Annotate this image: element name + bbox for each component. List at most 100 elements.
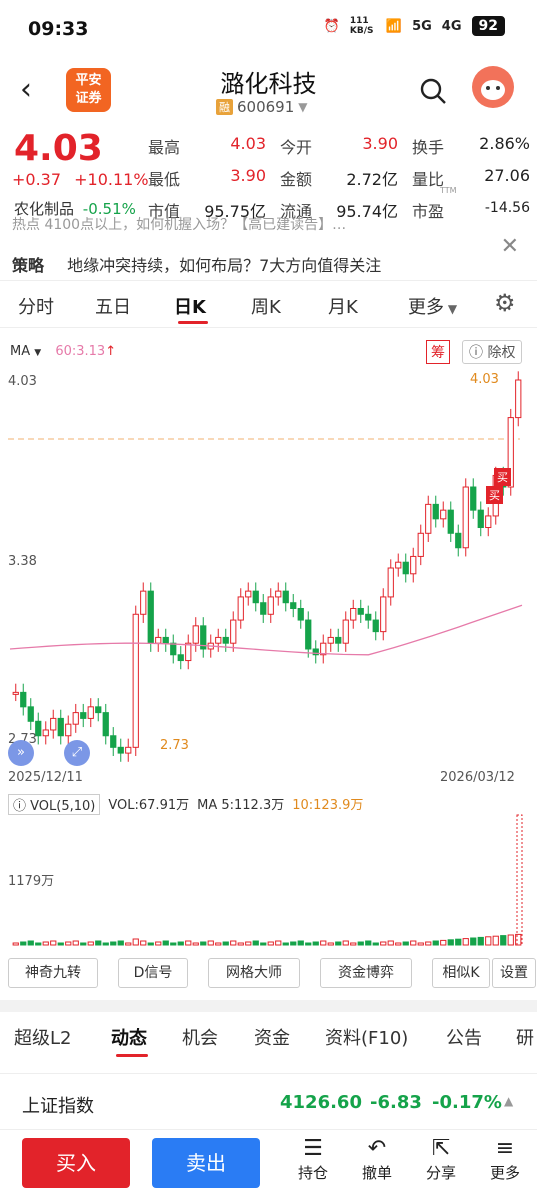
- content-tab-underline: [116, 1054, 148, 1057]
- candle-body: [290, 602, 297, 609]
- tab-daily-k[interactable]: 日K: [174, 297, 206, 318]
- ma60-value: 60:3.13: [55, 344, 106, 359]
- volume-bar: [492, 935, 499, 946]
- tab-weekly-k[interactable]: 周K: [251, 297, 281, 318]
- indicator-grid[interactable]: 网格大师: [208, 958, 300, 988]
- volume-bar: [365, 940, 372, 946]
- volume-bar: [237, 942, 244, 946]
- buy-button[interactable]: 买入: [22, 1138, 130, 1188]
- cancel-label: 撤单: [361, 1164, 392, 1182]
- candle-body: [470, 486, 477, 511]
- settings-gear-icon[interactable]: ⚙: [494, 289, 516, 317]
- ex-rights-button[interactable]: ⓘ 除权: [462, 340, 523, 364]
- info-icon: ⓘ: [13, 799, 31, 814]
- volume-bar: [80, 942, 87, 946]
- arrow-up-icon: ↑: [105, 344, 117, 359]
- triangle-up-icon[interactable]: ▲: [504, 1094, 514, 1108]
- kline-chart[interactable]: MA ▼ 60:3.13↑ 筹 ⓘ 除权 4.03 3.38 2.73 2025…: [0, 336, 537, 806]
- volume-bar: [87, 941, 94, 946]
- candle-body: [320, 642, 327, 656]
- news-ticker-1[interactable]: 热点 4100点以上，如何机握入场？【高已建读告】…: [12, 217, 347, 233]
- sector-row[interactable]: 农化制品 -0.51%: [14, 198, 136, 219]
- volume-legend: ⓘ VOL(5,10) VOL:67.91万 MA 5:112.3万 10:12…: [8, 794, 363, 815]
- news-ticker-2[interactable]: 策略 地缘冲突持续，如何布局？7大方向值得关注: [12, 252, 492, 276]
- volume-bar: [102, 942, 109, 946]
- tab-research[interactable]: 研: [516, 1028, 534, 1049]
- volume-bar: [327, 942, 334, 946]
- volume-bar: [252, 940, 259, 946]
- volume-bar: [50, 940, 57, 946]
- expand-icon[interactable]: »: [8, 740, 34, 766]
- sector-pct: -0.51%: [82, 200, 136, 218]
- indicator-settings[interactable]: 设置: [492, 958, 536, 988]
- tab-opportunity[interactable]: 机会: [182, 1028, 218, 1049]
- clock: 09:33: [28, 18, 89, 40]
- close-icon[interactable]: ✕: [500, 234, 519, 259]
- indicator-fund[interactable]: 资金博弈: [320, 958, 412, 988]
- volume-bar: [290, 941, 297, 946]
- candle-body: [335, 636, 342, 644]
- stock-code-row[interactable]: 融 600691 ▼: [216, 98, 308, 116]
- more-label: 更多: [489, 1164, 520, 1182]
- volume-bar: [260, 942, 267, 946]
- tab-5day[interactable]: 五日: [95, 297, 131, 318]
- chips-button[interactable]: 筹: [426, 340, 450, 364]
- back-icon[interactable]: ‹: [20, 72, 32, 107]
- signal-5g: 5G: [412, 18, 432, 34]
- tab-monthly-k[interactable]: 月K: [328, 297, 358, 318]
- hold-button[interactable]: ☰ 持仓: [288, 1136, 338, 1183]
- amount-label: 金额: [280, 170, 313, 189]
- volume-bar: [185, 940, 192, 946]
- candle-body: [132, 613, 139, 748]
- candle-body: [140, 590, 147, 615]
- vol-ma5: MA 5:112.3万: [197, 798, 285, 813]
- indicator-shenqi[interactable]: 神奇九转: [8, 958, 98, 988]
- candle-body: [147, 590, 154, 644]
- candle-body: [170, 642, 177, 656]
- status-bar: 09:33 ⏰ 111 KB/S 📶 5G 4G 92: [0, 0, 537, 60]
- candle-body: [402, 561, 409, 575]
- tab-intraday[interactable]: 分时: [18, 297, 54, 318]
- volume-selector[interactable]: ⓘ VOL(5,10): [8, 794, 101, 815]
- more-button[interactable]: ≡ 更多: [480, 1136, 530, 1183]
- chevron-down-icon: ▼: [444, 302, 458, 316]
- candle-body: [357, 607, 364, 615]
- candle-body: [192, 625, 199, 644]
- candle-body: [432, 503, 439, 520]
- fullscreen-icon[interactable]: ⤢: [64, 740, 90, 766]
- ma-dropdown-icon[interactable]: ▼: [34, 348, 42, 358]
- candle-body: [515, 379, 522, 419]
- candle-body: [305, 619, 312, 650]
- cancel-order-button[interactable]: ↶ 撤单: [352, 1136, 402, 1183]
- volume-panel[interactable]: ⓘ VOL(5,10) VOL:67.91万 MA 5:112.3万 10:12…: [0, 790, 537, 950]
- indicator-similar-k[interactable]: 相似K: [432, 958, 490, 988]
- tab-more[interactable]: 更多 ▼: [408, 293, 457, 319]
- volume-bar: [230, 940, 237, 946]
- tab-news[interactable]: 动态: [111, 1028, 147, 1049]
- indicator-dsignal[interactable]: D信号: [118, 958, 188, 988]
- tab-funds[interactable]: 资金: [254, 1028, 290, 1049]
- tab-f10[interactable]: 资料(F10): [325, 1028, 409, 1049]
- volume-bar: [20, 941, 27, 946]
- volume-bar: [162, 940, 169, 946]
- pe-value: -14.56: [484, 200, 530, 216]
- avatar[interactable]: [472, 66, 514, 108]
- sector-name: 农化制品: [14, 200, 75, 218]
- candle-body: [200, 625, 207, 650]
- candle-body: [342, 619, 349, 644]
- news-headline: 地缘冲突持续，如何布局？7大方向值得关注: [67, 256, 382, 275]
- sell-button[interactable]: 卖出: [152, 1138, 260, 1188]
- brand-logo[interactable]: 平安 证券: [66, 68, 111, 112]
- search-icon[interactable]: [418, 76, 448, 106]
- volume-bar: [147, 942, 154, 946]
- candle-body: [27, 706, 34, 722]
- index-ticker[interactable]: 上证指数 4126.60 -6.83 -0.17% ▲: [0, 1076, 537, 1130]
- volume-bar: [177, 941, 184, 946]
- hold-label: 持仓: [297, 1164, 328, 1182]
- volume-bar: [95, 940, 102, 946]
- tab-announcement[interactable]: 公告: [446, 1028, 482, 1049]
- volume-bar: [222, 941, 229, 946]
- share-button[interactable]: ⇱ 分享: [416, 1136, 466, 1183]
- info-icon: ⓘ: [469, 345, 488, 361]
- tab-l2[interactable]: 超级L2: [14, 1028, 72, 1049]
